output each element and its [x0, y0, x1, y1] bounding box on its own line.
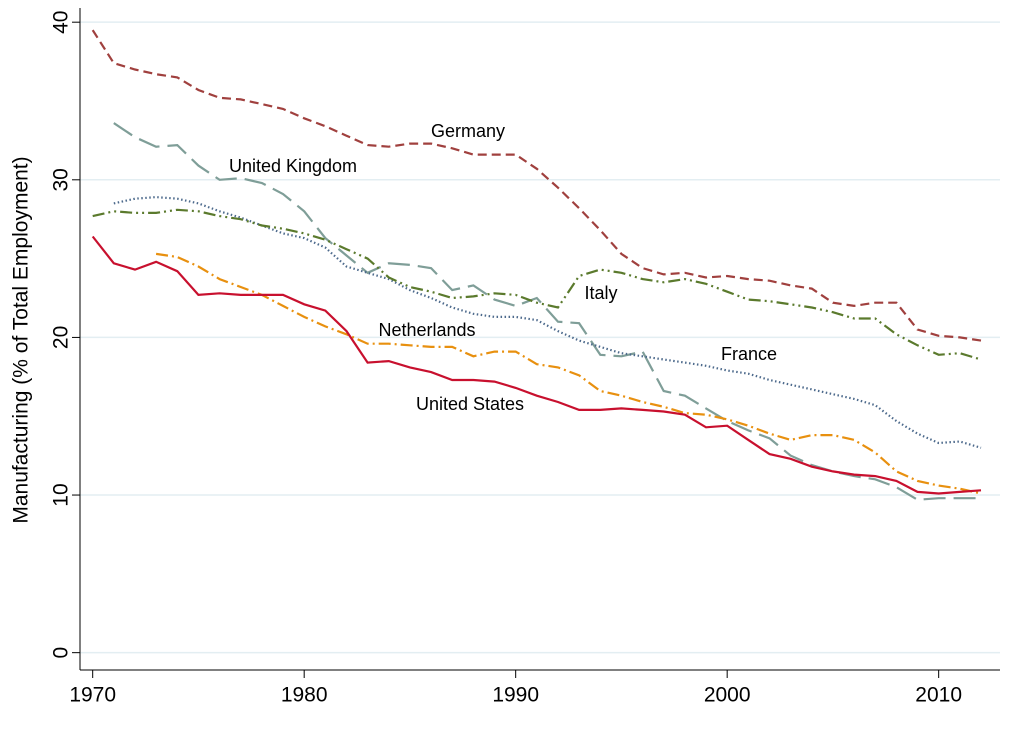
x-tick-label: 2010: [915, 684, 962, 707]
y-tick-label: 20: [50, 326, 73, 349]
series-label: France: [721, 344, 777, 364]
series-line: [113, 195, 982, 449]
series-label: Italy: [584, 283, 617, 303]
y-axis-label: Manufacturing (% of Total Employment): [10, 156, 33, 523]
y-tick-label: 10: [50, 483, 73, 506]
series-line: [91, 29, 982, 342]
y-tick-label: 30: [50, 168, 73, 191]
series-label: United Kingdom: [229, 156, 357, 176]
x-tick-label: 2000: [704, 684, 751, 707]
series-line: [92, 208, 982, 361]
series-label: Netherlands: [378, 320, 475, 340]
y-tick-label: 40: [50, 11, 73, 34]
series-line: [155, 252, 982, 495]
series-label: Germany: [431, 121, 505, 141]
series-line: [113, 122, 981, 501]
x-tick-label: 1990: [492, 684, 539, 707]
series-label: United States: [416, 394, 524, 414]
series-line: [91, 235, 982, 495]
y-tick-label: 0: [50, 647, 73, 659]
x-tick-label: 1970: [69, 684, 116, 707]
x-tick-label: 1980: [281, 684, 328, 707]
